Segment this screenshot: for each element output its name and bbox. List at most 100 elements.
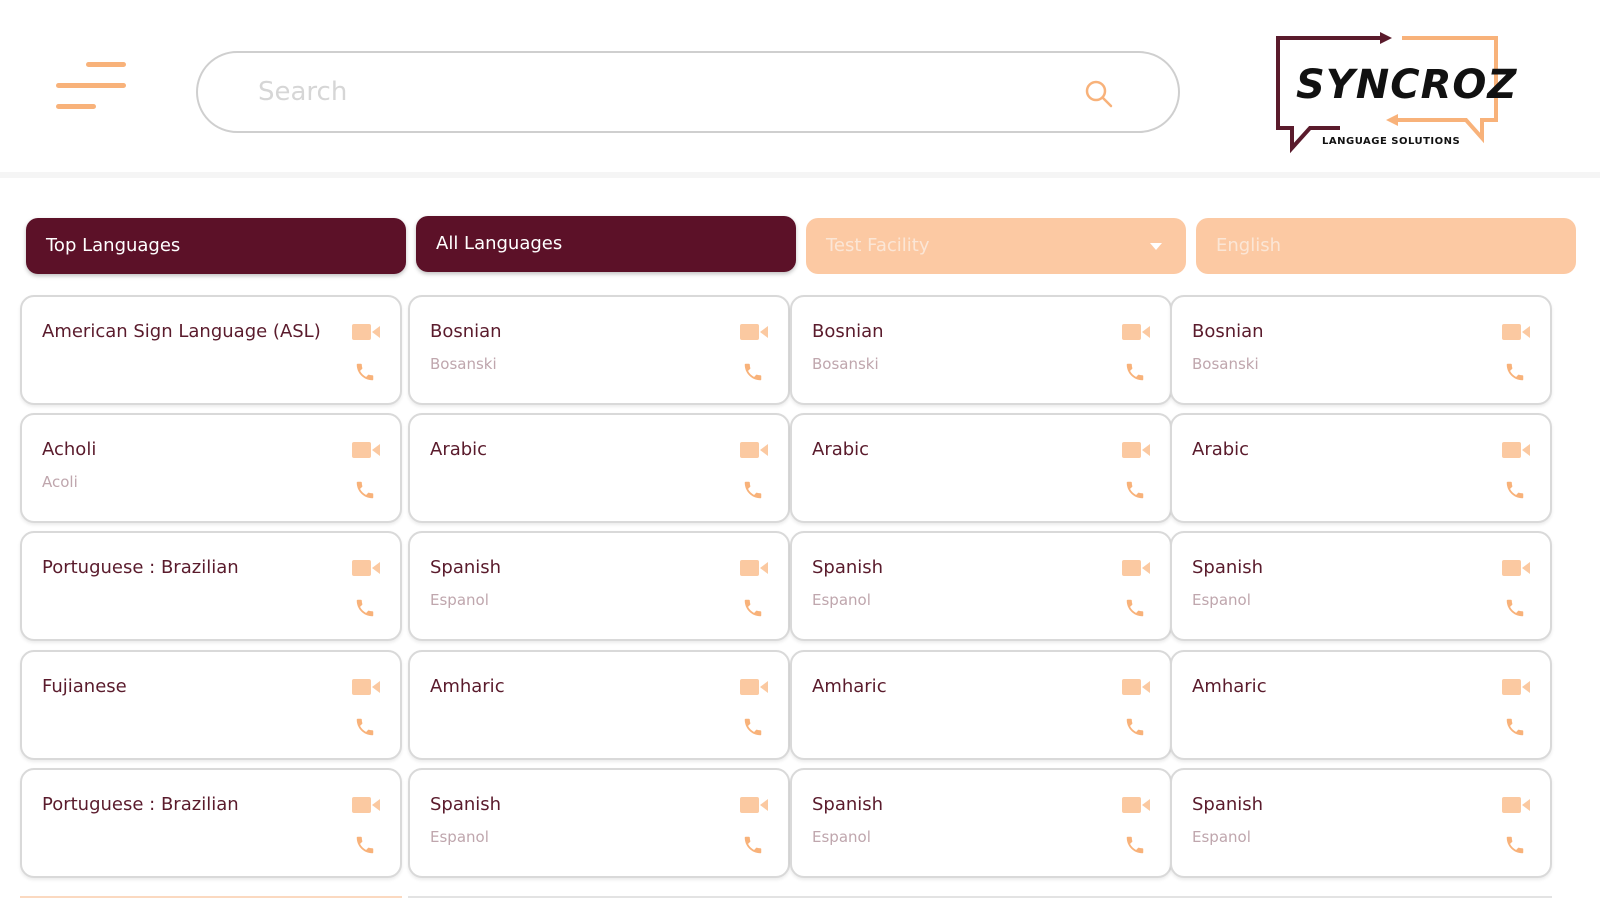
language-card[interactable]: Amharic bbox=[408, 650, 790, 760]
language-card[interactable]: American Sign Language (ASL) bbox=[20, 295, 402, 405]
video-camera-icon[interactable] bbox=[740, 559, 768, 577]
video-camera-icon[interactable] bbox=[740, 796, 768, 814]
phone-icon[interactable] bbox=[354, 361, 376, 383]
phone-icon[interactable] bbox=[1124, 597, 1146, 619]
search-input[interactable] bbox=[258, 67, 1038, 117]
language-name: Amharic bbox=[812, 676, 887, 697]
language-card[interactable]: Bosnian Bosanski bbox=[408, 295, 790, 405]
video-camera-icon[interactable] bbox=[1122, 323, 1150, 341]
video-camera-icon[interactable] bbox=[740, 678, 768, 696]
language-name: Fujianese bbox=[42, 676, 127, 697]
video-camera-icon[interactable] bbox=[352, 796, 380, 814]
phone-icon[interactable] bbox=[354, 716, 376, 738]
video-camera-icon[interactable] bbox=[1502, 796, 1530, 814]
language-name: Spanish bbox=[430, 794, 502, 815]
phone-icon[interactable] bbox=[742, 834, 764, 856]
language-name: Arabic bbox=[812, 439, 870, 460]
language-name: Bosnian bbox=[812, 321, 884, 342]
phone-icon[interactable] bbox=[742, 479, 764, 501]
language-card[interactable]: Arabic bbox=[1170, 413, 1552, 523]
language-card[interactable]: Bosnian Bosanski bbox=[790, 295, 1172, 405]
language-native-name: Espanol bbox=[430, 591, 489, 609]
language-card[interactable]: Spanish Espanol bbox=[790, 768, 1172, 878]
language-card[interactable]: Spanish Espanol bbox=[408, 531, 790, 641]
phone-icon[interactable] bbox=[742, 361, 764, 383]
language-native-name: Espanol bbox=[1192, 591, 1251, 609]
phone-icon[interactable] bbox=[354, 834, 376, 856]
phone-icon[interactable] bbox=[1124, 361, 1146, 383]
menu-line bbox=[86, 62, 126, 67]
search-bar bbox=[196, 51, 1180, 133]
facility-dropdown[interactable]: Test Facility bbox=[806, 218, 1186, 274]
phone-icon[interactable] bbox=[1504, 479, 1526, 501]
language-name: Arabic bbox=[1192, 439, 1250, 460]
phone-icon[interactable] bbox=[742, 597, 764, 619]
language-native-name: Bosanski bbox=[812, 355, 879, 373]
logo-text: SYNCROZ bbox=[1296, 62, 1518, 108]
language-card[interactable]: Acholi Acoli bbox=[20, 413, 402, 523]
video-camera-icon[interactable] bbox=[352, 559, 380, 577]
card-edge bbox=[20, 896, 402, 906]
language-native-name: Bosanski bbox=[1192, 355, 1259, 373]
phone-icon[interactable] bbox=[354, 479, 376, 501]
language-name: Amharic bbox=[430, 676, 505, 697]
video-camera-icon[interactable] bbox=[352, 441, 380, 459]
language-card[interactable]: Arabic bbox=[408, 413, 790, 523]
language-card[interactable]: Spanish Espanol bbox=[408, 768, 790, 878]
card-edge bbox=[1170, 896, 1552, 906]
language-name: Spanish bbox=[1192, 557, 1264, 578]
phone-icon[interactable] bbox=[354, 597, 376, 619]
phone-icon[interactable] bbox=[1124, 834, 1146, 856]
card-edge bbox=[790, 896, 1172, 906]
language-card[interactable]: Arabic bbox=[790, 413, 1172, 523]
video-camera-icon[interactable] bbox=[1122, 678, 1150, 696]
language-card[interactable]: Spanish Espanol bbox=[1170, 531, 1552, 641]
language-selector[interactable]: English bbox=[1196, 218, 1576, 274]
language-native-name: Espanol bbox=[812, 828, 871, 846]
language-name: Spanish bbox=[430, 557, 502, 578]
language-card[interactable]: Amharic bbox=[790, 650, 1172, 760]
video-camera-icon[interactable] bbox=[1122, 559, 1150, 577]
video-camera-icon[interactable] bbox=[740, 441, 768, 459]
video-camera-icon[interactable] bbox=[1122, 441, 1150, 459]
chevron-down-icon bbox=[1150, 243, 1162, 250]
language-card[interactable]: Portuguese : Brazilian bbox=[20, 531, 402, 641]
tab-all-languages[interactable]: All Languages bbox=[416, 216, 796, 272]
phone-icon[interactable] bbox=[1504, 834, 1526, 856]
video-camera-icon[interactable] bbox=[352, 678, 380, 696]
facility-dropdown-label: Test Facility bbox=[826, 235, 930, 256]
language-card[interactable]: Bosnian Bosanski bbox=[1170, 295, 1552, 405]
phone-icon[interactable] bbox=[1504, 716, 1526, 738]
language-native-name: Espanol bbox=[430, 828, 489, 846]
video-camera-icon[interactable] bbox=[1502, 323, 1530, 341]
language-native-name: Acoli bbox=[42, 473, 78, 491]
phone-icon[interactable] bbox=[1504, 361, 1526, 383]
hamburger-menu-icon[interactable] bbox=[56, 62, 128, 112]
video-camera-icon[interactable] bbox=[1502, 678, 1530, 696]
tab-top-languages[interactable]: Top Languages bbox=[26, 218, 406, 274]
language-name: Portuguese : Brazilian bbox=[42, 794, 239, 815]
language-native-name: Bosanski bbox=[430, 355, 497, 373]
language-card[interactable]: Spanish Espanol bbox=[790, 531, 1172, 641]
phone-icon[interactable] bbox=[742, 716, 764, 738]
language-name: Bosnian bbox=[1192, 321, 1264, 342]
phone-icon[interactable] bbox=[1124, 479, 1146, 501]
language-card[interactable]: Fujianese bbox=[20, 650, 402, 760]
search-icon[interactable] bbox=[1084, 79, 1114, 109]
video-camera-icon[interactable] bbox=[740, 323, 768, 341]
video-camera-icon[interactable] bbox=[1502, 441, 1530, 459]
syncroz-logo: SYNCROZ LANGUAGE SOLUTIONS bbox=[1270, 30, 1516, 154]
language-native-name: Espanol bbox=[1192, 828, 1251, 846]
language-name: Amharic bbox=[1192, 676, 1267, 697]
video-camera-icon[interactable] bbox=[1122, 796, 1150, 814]
language-name: Bosnian bbox=[430, 321, 502, 342]
phone-icon[interactable] bbox=[1504, 597, 1526, 619]
language-card[interactable]: Spanish Espanol bbox=[1170, 768, 1552, 878]
video-camera-icon[interactable] bbox=[352, 323, 380, 341]
language-name: American Sign Language (ASL) bbox=[42, 321, 321, 342]
language-card[interactable]: Amharic bbox=[1170, 650, 1552, 760]
language-name: Portuguese : Brazilian bbox=[42, 557, 239, 578]
video-camera-icon[interactable] bbox=[1502, 559, 1530, 577]
language-card[interactable]: Portuguese : Brazilian bbox=[20, 768, 402, 878]
phone-icon[interactable] bbox=[1124, 716, 1146, 738]
